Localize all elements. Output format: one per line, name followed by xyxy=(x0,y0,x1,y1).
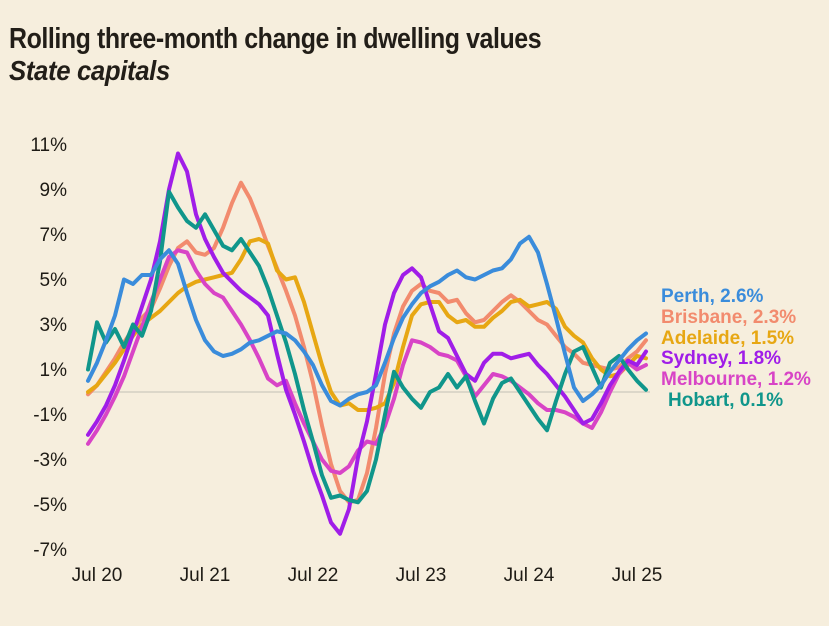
legend-item-hobart: Hobart, 0.1% xyxy=(668,389,784,411)
line-melbourne xyxy=(86,248,648,475)
y-tick-label: -3% xyxy=(33,450,67,471)
y-tick-label: 9% xyxy=(40,180,68,201)
legend-item-melbourne: Melbourne, 1.2% xyxy=(661,369,811,391)
x-tick-label: Jul 21 xyxy=(180,565,231,586)
x-tick-label: Jul 22 xyxy=(288,565,339,586)
y-tick-label: 3% xyxy=(40,315,68,336)
line-hobart xyxy=(86,189,648,505)
y-tick-label: -1% xyxy=(33,405,67,426)
line-perth xyxy=(86,234,648,408)
y-tick-label: -5% xyxy=(33,495,67,516)
line-brisbane xyxy=(86,180,648,505)
chart-subtitle: State capitals xyxy=(9,55,170,86)
y-tick-label: -7% xyxy=(33,540,67,561)
legend-item-brisbane: Brisbane, 2.3% xyxy=(661,306,797,328)
y-tick-label: 1% xyxy=(40,360,68,381)
chart-title: Rolling three-month change in dwelling v… xyxy=(9,23,542,55)
y-tick-label: 7% xyxy=(40,225,68,246)
legend-item-sydney: Sydney, 1.8% xyxy=(661,348,782,370)
x-tick-label: Jul 24 xyxy=(504,565,555,586)
x-tick-label: Jul 23 xyxy=(396,565,447,586)
y-tick-label: 11% xyxy=(30,135,67,156)
x-tick-label: Jul 25 xyxy=(612,565,663,586)
y-tick-label: 5% xyxy=(40,270,68,291)
x-tick-label: Jul 20 xyxy=(72,565,123,586)
legend: Perth, 2.6% Brisbane, 2.3% Adelaide, 1.5% S… xyxy=(661,286,811,412)
legend-item-perth: Perth, 2.6% xyxy=(661,286,764,307)
legend-item-adelaide: Adelaide, 1.5% xyxy=(661,327,795,349)
line-sydney xyxy=(86,151,648,536)
